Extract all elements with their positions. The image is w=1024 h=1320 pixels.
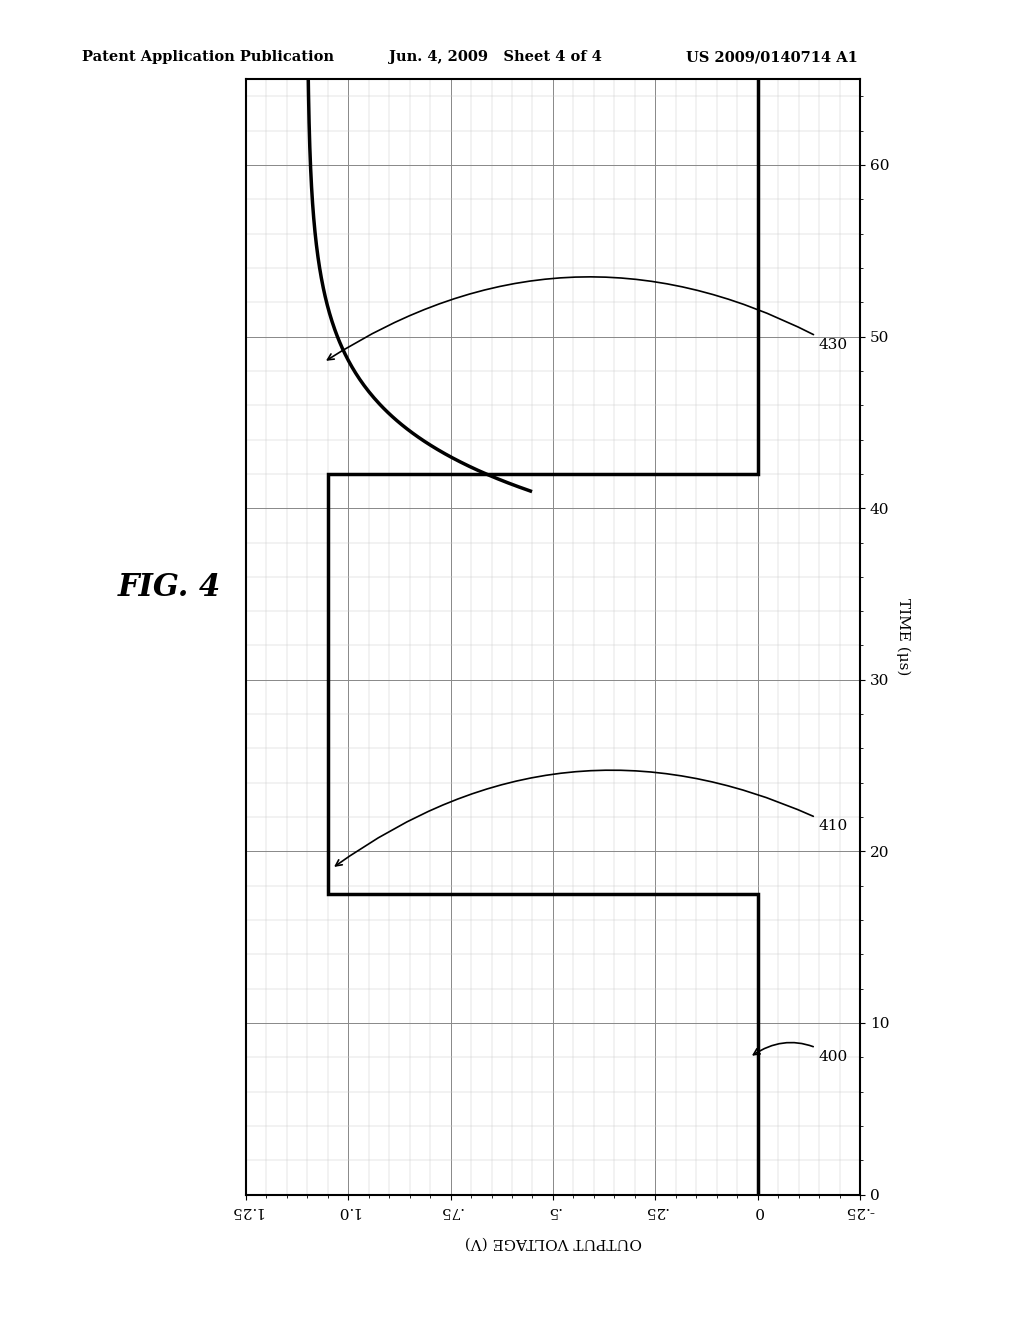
Text: Jun. 4, 2009   Sheet 4 of 4: Jun. 4, 2009 Sheet 4 of 4 <box>389 50 602 65</box>
Text: 400: 400 <box>754 1043 848 1064</box>
Text: Patent Application Publication: Patent Application Publication <box>82 50 334 65</box>
X-axis label: OUTPUT VOLTAGE (V): OUTPUT VOLTAGE (V) <box>464 1236 642 1249</box>
Text: 430: 430 <box>328 277 848 360</box>
Y-axis label: TIME (μs): TIME (μs) <box>896 598 910 676</box>
Text: FIG. 4: FIG. 4 <box>118 572 221 603</box>
Text: 410: 410 <box>336 770 848 866</box>
Text: US 2009/0140714 A1: US 2009/0140714 A1 <box>686 50 858 65</box>
